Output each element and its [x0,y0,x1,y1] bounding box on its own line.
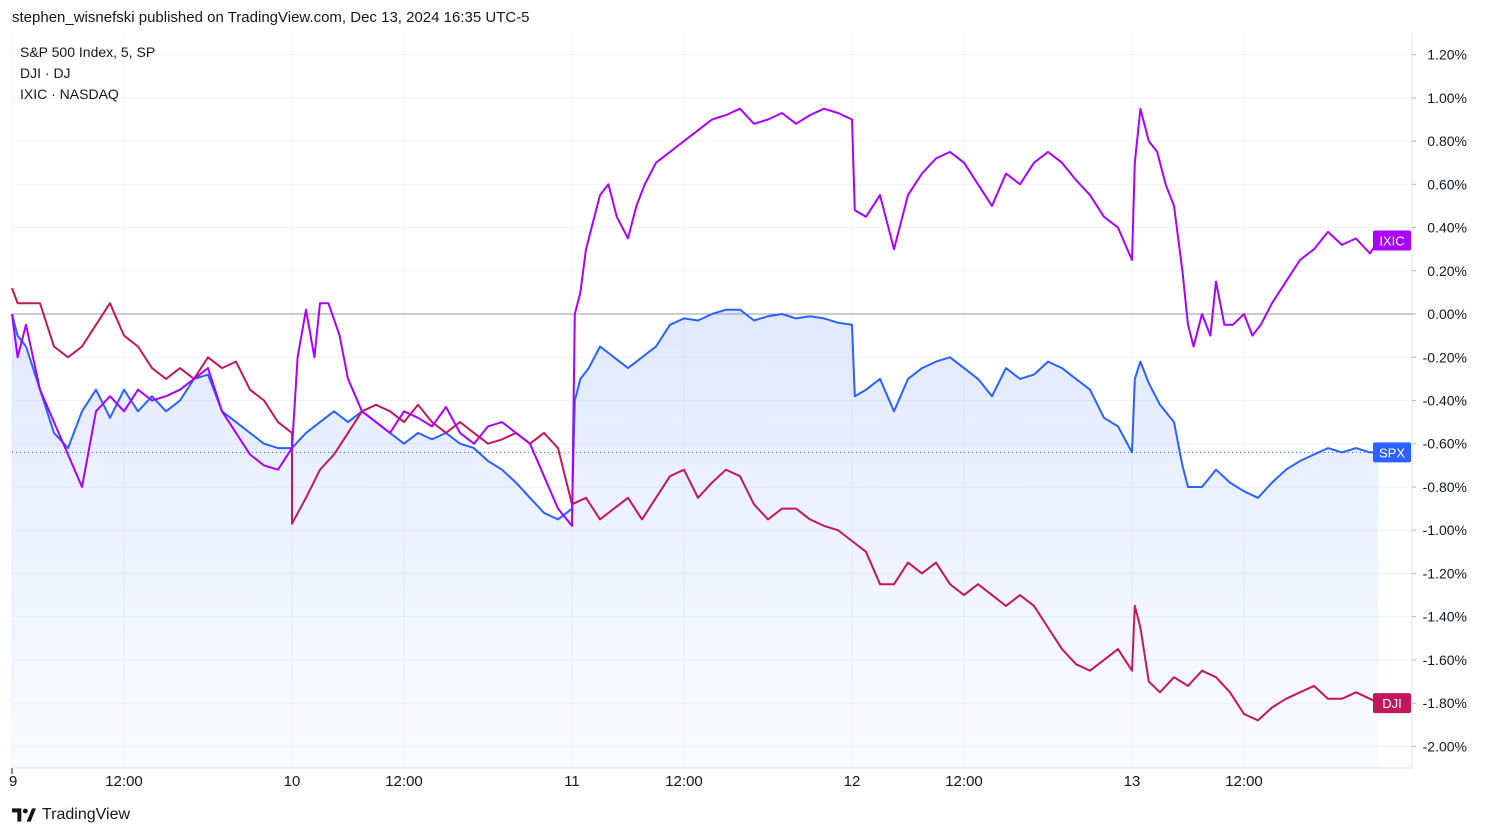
series-tag-bg [1373,442,1411,463]
x-tick-label: 11 [564,773,580,790]
publisher-line: stephen_wisnefski published on TradingVi… [12,9,530,26]
y-tick-label: 0.80% [1427,133,1467,149]
x-tick-label: 9 [9,773,17,790]
y-tick-label: -0.60% [1423,436,1467,452]
series-tag-ixic[interactable]: IXIC [1373,230,1411,251]
series-tag-bg [1373,693,1411,714]
legend-item-dji[interactable]: DJI · DJ [20,65,71,81]
series-tag-spx[interactable]: SPX [1373,442,1411,463]
x-tick-label: 12:00 [105,773,143,790]
series-tag-label: IXIC [1379,234,1404,249]
y-tick-label: -0.20% [1423,349,1467,365]
y-tick-label: -1.60% [1423,652,1467,668]
y-tick-label: -0.80% [1423,479,1467,495]
footer-brand[interactable]: TradingView [12,806,130,824]
x-tick-label: 12:00 [665,773,703,790]
x-tick-label: 10 [284,773,301,790]
x-tick-label: 12:00 [945,773,983,790]
y-tick-label: -0.40% [1423,393,1467,409]
x-tick-label: 12:00 [385,773,423,790]
y-tick-label: 0.40% [1427,220,1467,236]
y-tick-label: -2.00% [1423,738,1467,754]
y-tick-label: -1.20% [1423,565,1467,581]
series-tag-label: SPX [1379,445,1405,460]
legend-item-ixic[interactable]: IXIC · NASDAQ [20,86,119,102]
y-tick-label: -1.80% [1423,695,1467,711]
x-tick-label: 12:00 [1225,773,1263,790]
x-tick-label: 12 [844,773,861,790]
tradingview-logo-icon [12,808,36,822]
y-tick-label: -1.00% [1423,522,1467,538]
legend: S&P 500 Index, 5, SP DJI · DJ IXIC · NAS… [20,42,155,105]
series-line-ixic[interactable] [11,107,1380,527]
brand-name: TradingView [42,806,131,823]
series-tag-label: DJI [1382,696,1402,711]
series-tag-bg [1373,230,1411,251]
series-line-spx[interactable] [11,308,1379,521]
y-tick-label: 0.00% [1427,306,1467,322]
y-axis-labels: 1.20% 1.00% 0.80% 0.60% 0.40% 0.20% 0.00% -0.20… [1412,47,1467,754]
y-tick-label: 1.00% [1427,90,1467,106]
legend-item-spx[interactable]: S&P 500 Index, 5, SP [20,44,156,60]
x-axis-labels: 9 12:00 10 12:00 11 12:00 12 12:00 13 12:00 [9,773,1263,790]
x-tick-label: 13 [1124,773,1141,790]
spx-area-fill [12,309,1379,768]
y-tick-label: 0.60% [1427,176,1467,192]
y-tick-label: 1.20% [1427,47,1467,63]
y-tick-label: -1.40% [1423,609,1467,625]
series-tag-dji[interactable]: DJI [1373,693,1411,714]
y-tick-label: 0.20% [1427,263,1467,279]
series-line-dji[interactable] [11,287,1379,722]
